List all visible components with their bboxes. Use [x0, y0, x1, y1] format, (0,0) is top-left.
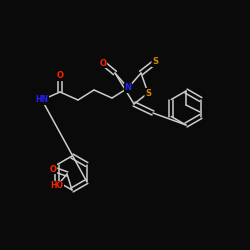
- Text: O: O: [50, 164, 56, 173]
- Text: S: S: [145, 88, 151, 98]
- Text: HO: HO: [50, 182, 64, 190]
- Text: S: S: [152, 58, 158, 66]
- Text: N: N: [124, 84, 132, 92]
- Text: O: O: [100, 58, 106, 68]
- Text: O: O: [56, 72, 64, 80]
- Text: HN: HN: [36, 96, 49, 104]
